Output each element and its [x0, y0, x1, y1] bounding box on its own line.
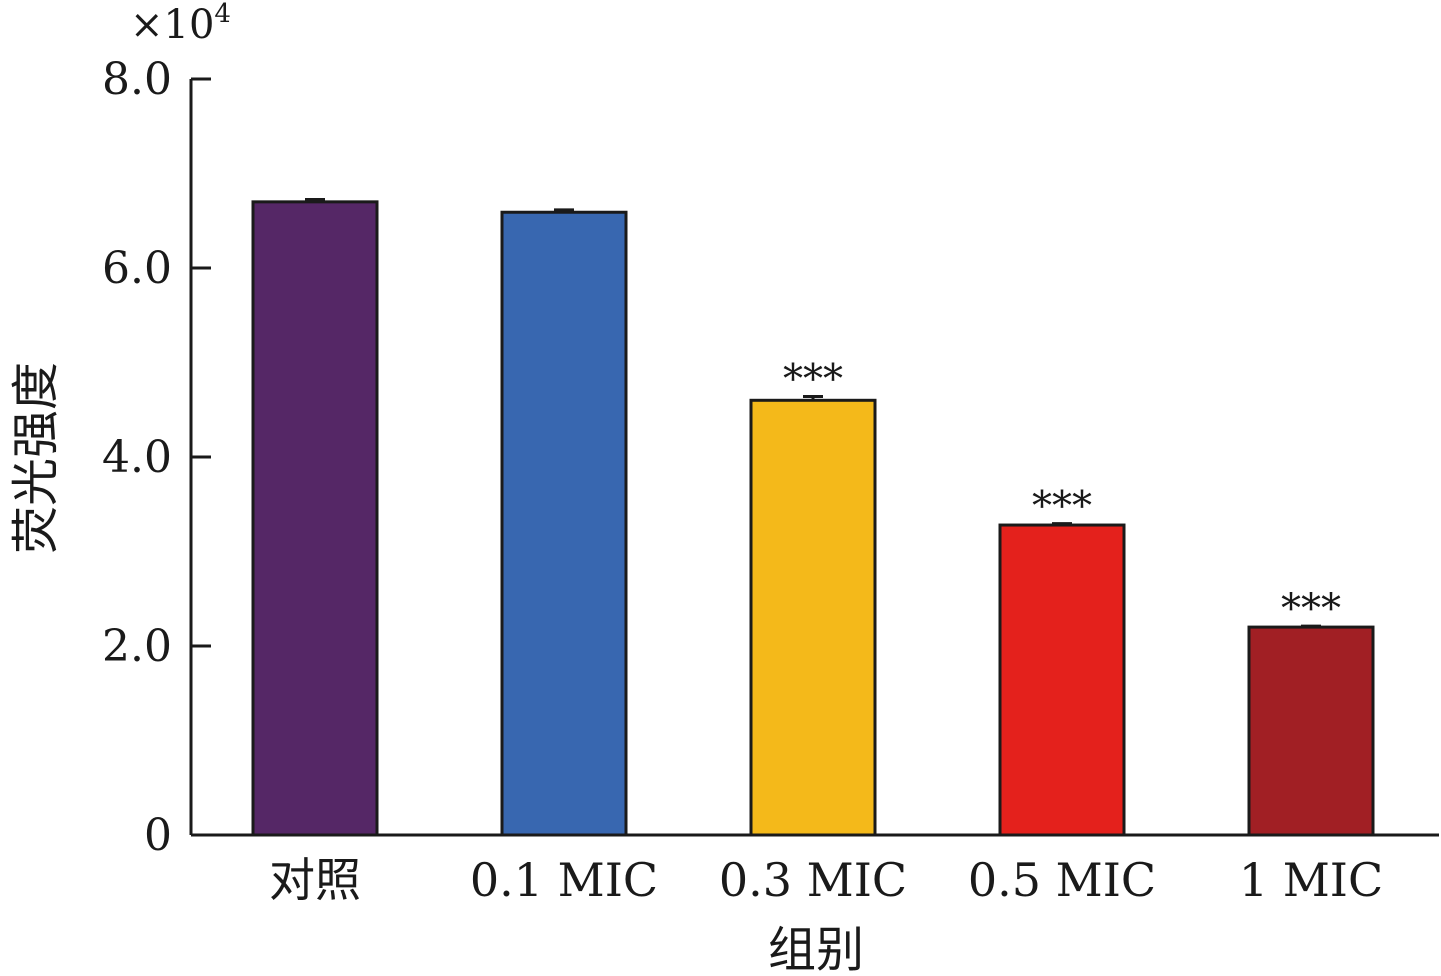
bars-layer [251, 200, 1375, 837]
x-tick-label-0: 对照 [269, 853, 361, 907]
y-tick-label-0: 0 [144, 810, 172, 861]
significance-label-3: *** [1032, 484, 1092, 530]
bar-4 [1247, 625, 1375, 837]
x-tick-label-1: 0.1 MIC [470, 853, 658, 907]
y-tick-label-4: 8.0 [102, 54, 172, 105]
labels-layer: ×104 荧光强度 组别 [8, 0, 864, 976]
bar-1 [500, 210, 628, 837]
y-tick-label-2: 4.0 [102, 432, 172, 483]
error-bars-layer [305, 197, 1321, 628]
y-tick-label-3: 6.0 [102, 243, 172, 294]
bar-2 [749, 398, 877, 837]
y-multiplier-label: ×104 [130, 0, 231, 48]
y-axis-title: 荧光强度 [8, 362, 64, 554]
bar-3 [998, 523, 1126, 837]
y-tick-label-1: 2.0 [102, 621, 172, 672]
significance-label-4: *** [1281, 586, 1341, 632]
significance-layer: *** *** *** [783, 357, 1341, 633]
bar-0 [251, 200, 379, 837]
axes-layer: 对照 0.1 MIC 0.3 MIC 0.5 MIC 1 MIC 0 2.0 4.0 6.0 8.… [102, 54, 1439, 907]
x-axis-title: 组别 [768, 922, 864, 976]
x-tick-label-3: 0.5 MIC [968, 853, 1156, 907]
significance-label-2: *** [783, 357, 843, 403]
x-tick-label-2: 0.3 MIC [719, 853, 907, 907]
x-tick-label-4: 1 MIC [1239, 853, 1383, 907]
